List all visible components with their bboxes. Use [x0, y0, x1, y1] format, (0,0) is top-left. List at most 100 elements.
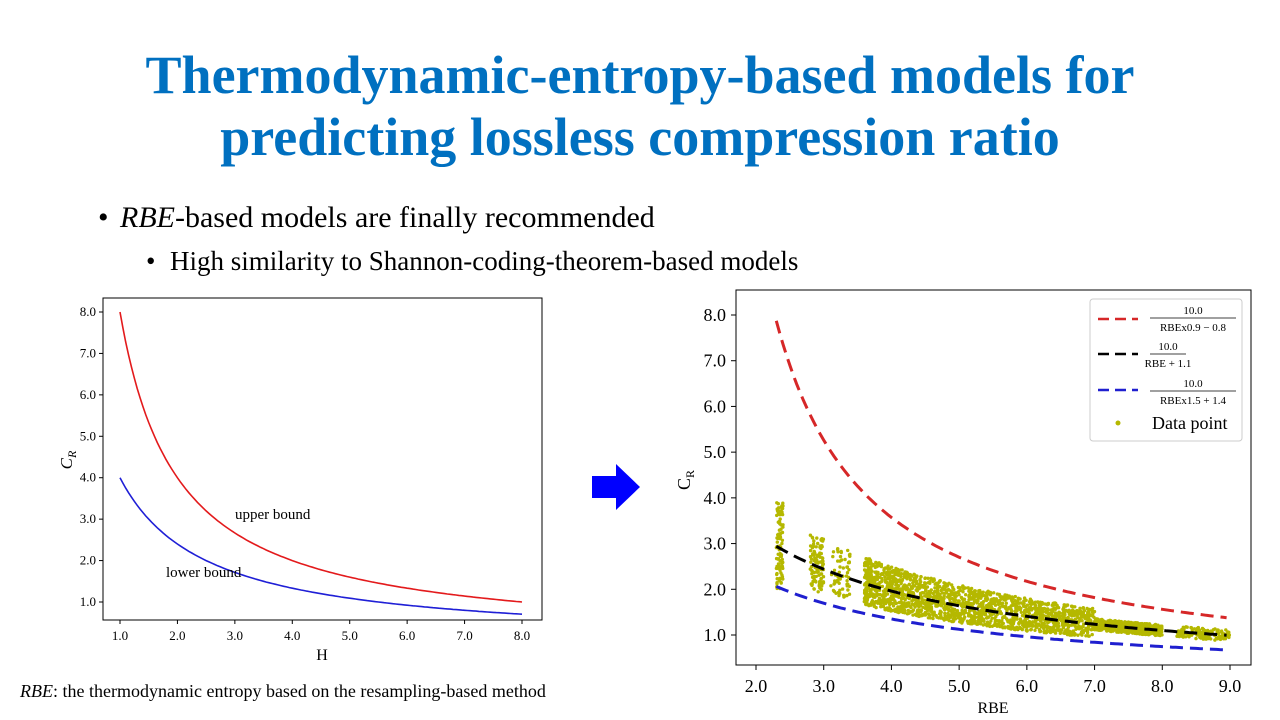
- data-point: [819, 576, 824, 581]
- data-point: [951, 585, 955, 590]
- data-point: [1041, 617, 1045, 621]
- data-point: [1068, 630, 1073, 634]
- data-point: [996, 602, 1001, 607]
- data-point: [1063, 623, 1067, 627]
- data-point: [905, 577, 909, 581]
- svg-text:CR: CR: [674, 470, 697, 490]
- rbe-y-tick-label: 3.0: [704, 534, 727, 554]
- data-point: [1010, 599, 1014, 603]
- data-point: [1080, 619, 1084, 623]
- data-point: [933, 586, 937, 590]
- data-point: [891, 597, 895, 601]
- data-point: [1033, 620, 1037, 624]
- data-point: [1176, 634, 1181, 638]
- data-point: [776, 552, 780, 556]
- data-point: [1006, 624, 1010, 629]
- data-point: [821, 580, 826, 584]
- data-point: [864, 589, 869, 593]
- right-arrow-icon: [592, 464, 640, 510]
- data-point: [954, 591, 958, 595]
- data-point: [1097, 626, 1101, 630]
- legend-middle-den: RBE + 1.1: [1145, 358, 1192, 370]
- data-point: [1120, 625, 1125, 629]
- data-point: [841, 566, 845, 570]
- data-point: [1192, 627, 1197, 631]
- data-point: [1056, 621, 1061, 626]
- data-point: [990, 616, 994, 620]
- data-point: [928, 613, 932, 617]
- data-point: [1034, 625, 1038, 630]
- data-point: [925, 607, 929, 612]
- data-point: [939, 604, 944, 608]
- data-point: [886, 608, 891, 612]
- data-point: [971, 601, 976, 606]
- title-line-2: predicting lossless compression ratio: [220, 107, 1060, 167]
- data-point: [835, 578, 840, 583]
- data-point: [895, 610, 899, 614]
- data-point: [1156, 623, 1160, 627]
- data-point: [1062, 631, 1066, 635]
- slide-title: Thermodynamic-entropy-based models for p…: [0, 44, 1280, 168]
- data-point: [942, 618, 946, 622]
- data-point: [810, 553, 815, 557]
- rbe-y-tick-label: 1.0: [704, 625, 727, 645]
- data-point: [1027, 621, 1031, 626]
- data-point: [894, 601, 898, 606]
- data-point: [879, 564, 884, 568]
- data-point: [779, 580, 783, 585]
- data-point: [1018, 607, 1022, 612]
- data-point: [839, 550, 843, 555]
- data-point: [891, 568, 896, 573]
- data-point: [1081, 606, 1086, 610]
- data-point: [1227, 633, 1231, 637]
- data-point: [874, 592, 879, 597]
- data-point: [967, 612, 971, 616]
- data-point: [821, 562, 825, 566]
- rbe-x-tick-label: 5.0: [948, 676, 971, 696]
- data-point: [836, 550, 840, 554]
- data-point: [950, 613, 954, 617]
- data-point: [963, 615, 967, 619]
- data-point: [945, 582, 949, 586]
- data-point: [990, 601, 994, 605]
- data-point: [820, 584, 824, 588]
- data-point: [845, 582, 849, 586]
- data-point: [962, 610, 966, 614]
- bullet-dot: •: [98, 201, 109, 234]
- rbe-x-tick-label: 3.0: [812, 676, 835, 696]
- data-point: [942, 596, 946, 600]
- data-point: [976, 596, 981, 600]
- data-point: [1108, 618, 1112, 623]
- data-point: [1001, 615, 1005, 619]
- data-point: [1018, 625, 1022, 630]
- data-point: [810, 583, 814, 588]
- data-point: [939, 614, 943, 619]
- data-point: [887, 567, 892, 571]
- data-point: [812, 587, 816, 591]
- data-point: [923, 594, 927, 598]
- data-point: [1047, 611, 1052, 616]
- data-point: [1090, 610, 1095, 614]
- data-point: [819, 587, 823, 592]
- data-point: [888, 596, 892, 601]
- footnote-emphasis: RBE: [20, 681, 53, 701]
- data-point: [916, 600, 920, 605]
- data-point: [818, 581, 822, 585]
- data-point: [925, 601, 929, 605]
- data-point: [814, 557, 818, 561]
- data-point: [776, 502, 780, 506]
- data-point: [777, 577, 781, 581]
- data-point: [1017, 621, 1021, 625]
- data-point: [926, 576, 930, 580]
- data-point: [885, 573, 889, 577]
- data-point: [864, 571, 868, 575]
- data-point: [821, 537, 826, 541]
- data-point: [1064, 628, 1068, 632]
- data-point: [1040, 600, 1044, 605]
- data-point: [776, 533, 780, 537]
- data-point: [1072, 609, 1076, 614]
- data-point: [956, 615, 960, 620]
- data-point: [873, 600, 877, 604]
- data-point: [1226, 630, 1230, 634]
- data-point: [887, 606, 891, 610]
